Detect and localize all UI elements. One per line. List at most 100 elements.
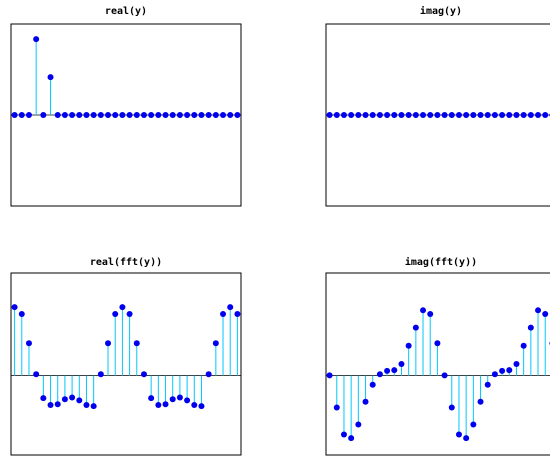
- stem-marker: [205, 112, 212, 118]
- stem-series: [11, 304, 241, 410]
- stem-marker: [441, 372, 448, 379]
- stem-marker: [162, 112, 169, 118]
- stem-marker: [61, 112, 68, 118]
- stem-marker: [184, 112, 191, 118]
- stem-marker: [119, 304, 126, 311]
- stem-marker: [191, 112, 198, 118]
- plot-frame: [10, 272, 242, 456]
- stem-marker: [348, 435, 355, 442]
- stem-marker: [420, 112, 427, 118]
- stem-marker: [105, 340, 112, 347]
- stem-marker: [499, 367, 506, 374]
- stem-marker: [513, 361, 520, 367]
- stem-marker: [176, 394, 183, 401]
- stem-marker: [542, 112, 549, 118]
- stem-marker: [470, 421, 477, 428]
- stem-marker: [506, 112, 513, 118]
- panel-real-y: real(y): [10, 6, 242, 207]
- stem-marker: [61, 396, 68, 403]
- stem-marker: [463, 112, 470, 118]
- stem-marker: [76, 397, 83, 404]
- stem-marker: [191, 401, 198, 408]
- stem-marker: [126, 112, 133, 118]
- stem-marker: [491, 371, 498, 378]
- stem-marker: [491, 112, 498, 118]
- stem-marker: [97, 112, 104, 118]
- stem-marker: [527, 112, 534, 118]
- plot-frame: [325, 272, 550, 456]
- stem-marker: [212, 340, 219, 347]
- stem-marker: [412, 324, 419, 331]
- stem-series: [326, 112, 550, 118]
- stem-marker: [212, 112, 219, 118]
- stem-marker: [40, 112, 47, 118]
- stem-marker: [169, 112, 176, 118]
- stem-marker: [405, 112, 412, 118]
- stem-marker: [83, 401, 90, 408]
- stem-marker: [376, 371, 383, 378]
- stem-marker: [169, 396, 176, 403]
- chart-title: real(y): [105, 6, 147, 17]
- stem-marker: [112, 310, 119, 317]
- stem-marker: [391, 367, 398, 374]
- stem-marker: [434, 340, 441, 347]
- stem-marker: [47, 74, 54, 81]
- stem-marker: [376, 112, 383, 118]
- stem-marker: [205, 371, 212, 378]
- stem-marker: [398, 361, 405, 367]
- stem-marker: [506, 367, 513, 374]
- stem-marker: [398, 112, 405, 118]
- panel-imag-y: imag(y): [325, 5, 550, 207]
- stem-marker: [18, 310, 25, 317]
- stem-marker: [140, 371, 147, 378]
- stem-marker: [155, 401, 162, 408]
- stem-marker: [477, 112, 484, 118]
- stem-marker: [126, 310, 133, 317]
- stem-marker: [333, 404, 340, 411]
- stem-marker: [470, 112, 477, 118]
- stem-marker: [119, 112, 126, 118]
- stem-marker: [25, 340, 32, 347]
- stem-marker: [384, 112, 391, 118]
- stem-marker: [11, 304, 18, 311]
- stem-marker: [69, 394, 76, 401]
- stem-marker: [90, 112, 97, 118]
- stem-marker: [355, 421, 362, 428]
- stem-marker: [527, 324, 534, 331]
- stem-marker: [340, 431, 347, 438]
- stem-marker: [140, 112, 147, 118]
- stem-marker: [162, 401, 169, 408]
- stem-marker: [148, 395, 155, 402]
- stem-marker: [220, 310, 227, 317]
- stem-marker: [234, 310, 241, 317]
- stem-marker: [484, 381, 491, 388]
- stem-series: [11, 36, 241, 118]
- stem-marker: [155, 112, 162, 118]
- stem-marker: [220, 112, 227, 118]
- stem-marker: [455, 431, 462, 438]
- stem-marker: [455, 112, 462, 118]
- stem-marker: [83, 112, 90, 118]
- stem-marker: [333, 112, 340, 118]
- panel-imag-fft-y: imag(fft(y)): [325, 256, 550, 456]
- stem-marker: [133, 112, 140, 118]
- stem-series: [326, 307, 550, 442]
- stem-marker: [477, 398, 484, 405]
- stem-marker: [513, 112, 520, 118]
- stem-marker: [535, 307, 542, 314]
- stem-marker: [97, 371, 104, 378]
- stem-marker: [427, 112, 434, 118]
- stem-marker: [463, 435, 470, 442]
- stem-marker: [391, 112, 398, 118]
- stem-marker: [542, 310, 549, 317]
- stem-marker: [362, 112, 369, 118]
- stem-marker: [499, 112, 506, 118]
- stem-marker: [25, 112, 32, 118]
- stem-marker: [348, 112, 355, 118]
- stem-marker: [198, 403, 205, 410]
- stem-marker: [33, 371, 40, 378]
- stem-marker: [434, 112, 441, 118]
- stem-marker: [369, 112, 376, 118]
- stem-marker: [11, 112, 18, 118]
